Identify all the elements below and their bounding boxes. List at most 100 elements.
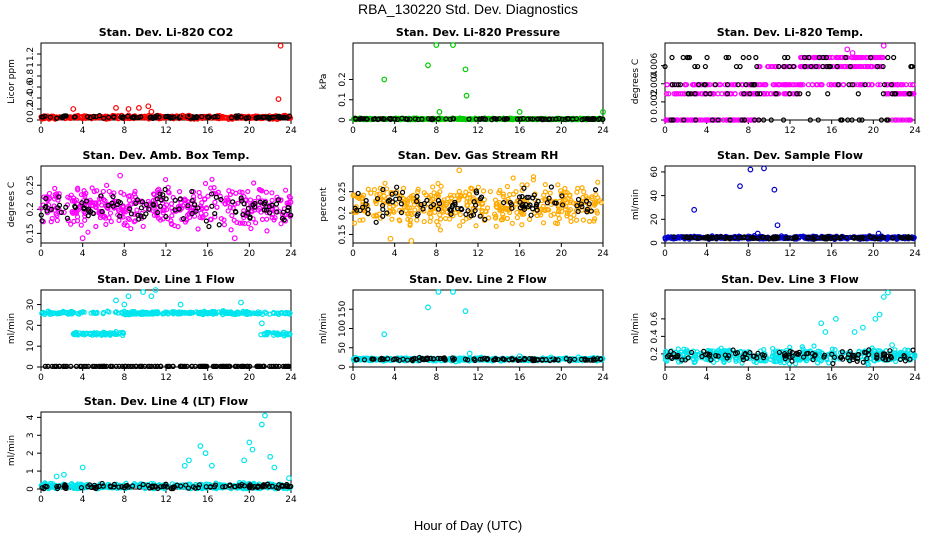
- panel-title: Stan. Dev. Amb. Box Temp.: [82, 149, 249, 162]
- data-points: [350, 289, 606, 365]
- data-point: [443, 215, 449, 222]
- data-point: [682, 82, 688, 88]
- data-point: [430, 184, 436, 190]
- data-point: [749, 82, 755, 88]
- x-tick-label: 20: [244, 249, 256, 259]
- data-point: [244, 115, 250, 121]
- panel-title: Stan. Dev. Line 2 Flow: [409, 273, 547, 286]
- data-point: [49, 215, 55, 222]
- data-point: [258, 320, 265, 327]
- data-points: [38, 42, 294, 122]
- data-point: [487, 188, 493, 195]
- data-point: [214, 204, 220, 210]
- data-point: [691, 206, 698, 213]
- y-tick-label: 0: [338, 117, 348, 123]
- data-point: [880, 63, 886, 70]
- data-point: [462, 308, 469, 315]
- data-point: [807, 117, 813, 123]
- data-point: [437, 227, 443, 233]
- data-point: [746, 82, 752, 88]
- data-point: [747, 166, 754, 173]
- data-point: [787, 91, 793, 97]
- x-tick-label: 20: [556, 249, 568, 259]
- data-point: [212, 199, 218, 205]
- x-tick-label: 8: [745, 126, 751, 136]
- panel-title: Stan. Dev. Line 1 Flow: [97, 273, 235, 286]
- data-point: [818, 54, 824, 61]
- y-tick-label: 0.2: [26, 202, 36, 216]
- data-point: [720, 117, 726, 123]
- data-point: [773, 91, 779, 97]
- data-point: [547, 190, 553, 196]
- data-point: [208, 185, 214, 191]
- data-points: [662, 289, 918, 367]
- data-point: [121, 301, 128, 308]
- data-point: [873, 54, 880, 61]
- data-point: [855, 91, 861, 97]
- data-point: [436, 108, 443, 115]
- x-tick-label: 24: [597, 373, 609, 383]
- data-point: [408, 237, 415, 244]
- data-point: [825, 91, 831, 97]
- data-point: [751, 82, 757, 88]
- data-point: [804, 54, 810, 61]
- y-tick-label: 0.4: [650, 329, 660, 344]
- data-point: [435, 116, 441, 122]
- data-point: [253, 115, 259, 121]
- data-point: [800, 82, 806, 88]
- x-tick-label: 16: [826, 373, 838, 383]
- data-point: [878, 117, 885, 123]
- data-point: [585, 116, 591, 122]
- data-point: [739, 117, 745, 123]
- x-tick-label: 4: [704, 373, 710, 383]
- data-point: [709, 117, 716, 123]
- data-point: [381, 76, 388, 83]
- data-point: [264, 216, 270, 222]
- data-point: [435, 180, 441, 187]
- data-point: [251, 180, 257, 186]
- data-point: [526, 216, 533, 223]
- data-point: [235, 200, 241, 206]
- y-tick-label: 100: [338, 320, 348, 337]
- data-point: [669, 82, 676, 88]
- data-point: [832, 347, 838, 353]
- figure-xlabel: Hour of Day (UTC): [414, 518, 522, 533]
- data-point: [528, 116, 534, 122]
- data-point: [741, 117, 748, 123]
- data-point: [580, 217, 586, 223]
- y-tick-label: 20: [26, 319, 36, 331]
- x-tick-label: 16: [826, 249, 838, 259]
- plot-frame: [40, 289, 292, 368]
- data-point: [168, 220, 175, 227]
- data-point: [100, 309, 107, 316]
- data-point: [874, 63, 881, 70]
- y-tick-label: 10: [26, 340, 36, 352]
- data-point: [663, 91, 670, 97]
- data-point: [843, 54, 849, 61]
- data-point: [692, 63, 698, 70]
- data-point: [229, 212, 235, 219]
- data-point: [754, 91, 761, 97]
- data-point: [520, 115, 526, 122]
- data-point: [514, 214, 520, 221]
- data-point: [677, 82, 684, 88]
- x-tick-label: 4: [392, 373, 398, 383]
- data-point: [106, 215, 112, 221]
- plot-frame: [40, 42, 292, 121]
- data-point: [148, 108, 155, 115]
- x-tick-label: 16: [826, 126, 838, 136]
- data-point: [666, 91, 672, 97]
- data-point: [400, 185, 407, 191]
- data-point: [414, 217, 420, 223]
- data-point: [816, 54, 822, 61]
- data-point: [106, 188, 112, 195]
- data-point: [548, 184, 554, 190]
- data-point: [786, 63, 792, 70]
- y-tick-label: 0.1: [338, 93, 348, 107]
- data-point: [842, 63, 848, 70]
- data-point: [799, 63, 805, 70]
- panel-title: Stan. Dev. Li-820 Temp.: [717, 26, 863, 39]
- data-point: [740, 54, 746, 61]
- data-point: [128, 225, 134, 232]
